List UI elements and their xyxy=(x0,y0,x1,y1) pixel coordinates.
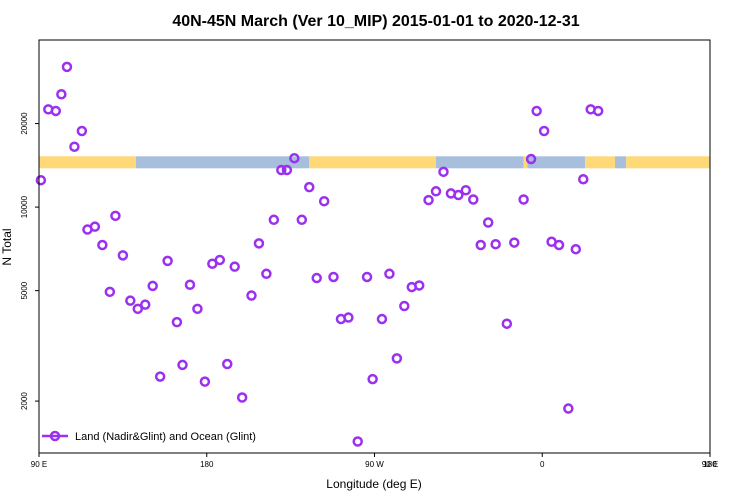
data-point xyxy=(328,271,339,283)
surface-band-land xyxy=(39,156,136,169)
data-point xyxy=(97,239,108,251)
y-tick-label: 20000 xyxy=(20,112,29,135)
chart-title: 40N-45N March (Ver 10_MIP) 2015-01-01 to… xyxy=(172,13,579,30)
data-point xyxy=(69,141,80,152)
data-point xyxy=(413,280,425,291)
surface-band xyxy=(39,156,710,169)
data-point xyxy=(367,373,378,385)
data-point xyxy=(399,300,410,312)
data-point xyxy=(276,164,287,176)
data-point xyxy=(35,174,47,186)
data-point xyxy=(296,214,308,226)
surface-band-land xyxy=(585,156,615,169)
data-point xyxy=(222,358,233,370)
surface-band-ocean xyxy=(614,156,627,169)
data-point xyxy=(281,164,293,176)
legend-marker xyxy=(49,430,61,442)
data-point xyxy=(475,239,486,251)
data-point xyxy=(50,105,62,117)
legend-label: Land (Nadir&Glint) and Ocean (Glint) xyxy=(75,431,256,443)
data-point xyxy=(246,290,257,301)
data-point xyxy=(304,181,315,193)
y-tick-label: 2000 xyxy=(20,392,29,410)
data-point xyxy=(56,89,67,100)
x-tick-label: 90 E xyxy=(31,460,47,469)
data-points xyxy=(35,61,604,447)
data-point xyxy=(352,436,363,447)
data-point xyxy=(318,195,330,207)
data-point xyxy=(289,152,300,164)
data-point xyxy=(76,125,88,137)
y-axis-label: N Total xyxy=(0,228,14,265)
surface-band-land xyxy=(309,156,437,169)
data-point xyxy=(110,210,121,222)
data-point xyxy=(199,376,211,387)
data-point xyxy=(563,403,574,414)
surface-band-land xyxy=(523,156,528,169)
data-point xyxy=(384,268,395,280)
data-point xyxy=(268,214,280,226)
surface-band-ocean xyxy=(135,156,310,169)
data-point xyxy=(361,271,373,283)
data-point xyxy=(460,184,472,196)
data-point xyxy=(236,392,248,403)
plot-frame xyxy=(38,39,711,454)
data-point xyxy=(184,279,196,291)
data-point xyxy=(391,353,403,364)
data-point xyxy=(438,166,449,178)
data-point xyxy=(518,194,529,205)
data-point xyxy=(570,243,582,255)
x-tick-label: 180 xyxy=(200,460,214,469)
data-point xyxy=(423,194,434,206)
data-point xyxy=(61,61,73,73)
data-point xyxy=(538,125,550,137)
x-tick-label: 90 E xyxy=(702,460,718,469)
data-point xyxy=(453,189,464,201)
data-point xyxy=(482,217,494,228)
y-tick-label: 10000 xyxy=(20,195,29,218)
data-point xyxy=(553,239,565,251)
data-point xyxy=(531,105,542,117)
surface-band-ocean xyxy=(436,156,524,169)
data-point xyxy=(192,303,203,315)
x-axis-label: Longitude (deg E) xyxy=(326,477,421,491)
data-point xyxy=(214,254,226,266)
data-point xyxy=(125,295,136,306)
x-tick-label: 90 W xyxy=(365,460,384,469)
data-point xyxy=(343,312,354,323)
surface-band-land xyxy=(626,156,710,169)
data-point xyxy=(154,371,166,382)
data-point xyxy=(89,221,101,232)
data-point xyxy=(139,299,151,310)
y-ticks: 2000 5000 10000 20000 xyxy=(20,112,39,410)
x-tick-label: 180 xyxy=(703,460,717,469)
data-point xyxy=(578,173,589,185)
legend: Land (Nadir&Glint) and Ocean (Glint) xyxy=(42,430,256,443)
data-point xyxy=(509,237,520,248)
y-tick-label: 5000 xyxy=(20,281,29,299)
data-point xyxy=(468,194,479,205)
data-point xyxy=(177,359,188,371)
data-point xyxy=(261,268,272,280)
x-tick-label: 0 xyxy=(540,460,545,469)
data-point xyxy=(132,303,144,315)
data-point xyxy=(592,105,604,117)
data-point xyxy=(147,280,158,292)
data-point xyxy=(430,186,442,197)
surface-band-ocean xyxy=(527,156,586,169)
data-point xyxy=(171,316,183,328)
data-point xyxy=(525,153,537,165)
data-point xyxy=(253,238,265,249)
data-point xyxy=(501,318,513,329)
data-point xyxy=(229,261,240,272)
data-point xyxy=(104,286,116,298)
data-point xyxy=(490,238,501,250)
data-point xyxy=(376,313,388,325)
data-point xyxy=(162,255,173,267)
data-point xyxy=(117,250,129,261)
data-point xyxy=(311,272,322,284)
